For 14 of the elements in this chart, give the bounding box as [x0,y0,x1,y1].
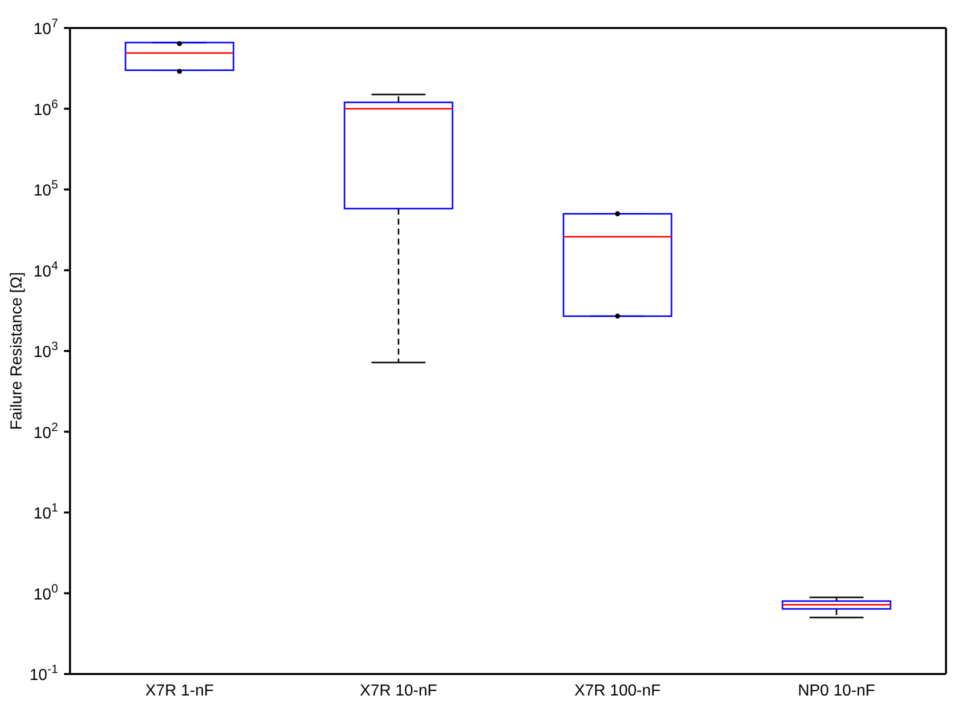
y-axis-title: Failure Resistance [Ω] [8,272,26,430]
y-tick-label: 10$^{2}$ [34,420,58,442]
y-tick-label: 10$^{4}$ [34,258,58,280]
y-tick-label: 10$^{3}$ [34,339,58,361]
y-tick-label: 10$^{1}$ [34,500,58,522]
x-tick-label: X7R 1-nF [145,682,214,700]
y-tick-label: 10$^{5}$ [34,178,58,200]
x-tick-label: NP0 10-nF [798,682,876,700]
x-tick-label: X7R 100-nF [574,682,661,700]
y-tick-label: 10$^{6}$ [34,96,58,119]
x-tick-label: X7R 10-nF [360,682,438,700]
y-tick-label: 10$^{-1}$ [30,662,58,684]
y-tick-label: 10$^{0}$ [34,581,58,604]
y-tick-label: 10$^{7}$ [34,16,58,38]
